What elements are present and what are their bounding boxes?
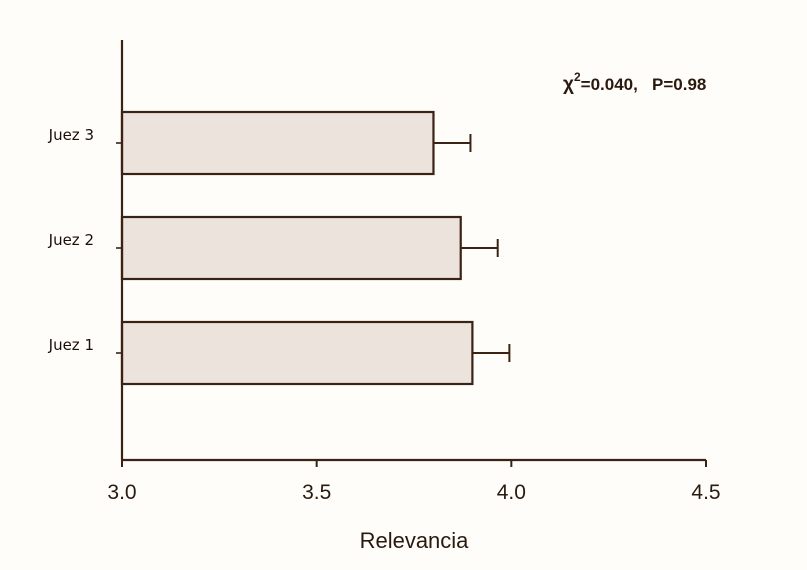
bar-juez-3 — [120, 110, 435, 176]
chi-symbol: χ — [563, 74, 574, 95]
x-tick-label-4.0: 4.0 — [497, 481, 526, 504]
x-tick-label-3.5: 3.5 — [302, 481, 331, 504]
error-bars-group — [433, 134, 511, 362]
chi-stat-text: =0.040, P=0.98 — [581, 75, 707, 94]
x-tick-label-4.5: 4.5 — [691, 481, 720, 504]
bars-group — [120, 110, 474, 386]
x-tick-label-3.0: 3.0 — [107, 481, 136, 504]
category-label-juez-3: Juez 3 — [48, 126, 94, 144]
chi-superscript: 2 — [574, 70, 581, 84]
bar-juez-1 — [120, 320, 474, 386]
axes-group — [116, 40, 707, 467]
x-axis-title: Relevancia — [360, 528, 470, 553]
labels-group: Juez 1 Juez 2 Juez 3 3.0 3.5 4.0 4.5 — [48, 126, 721, 504]
chi-square-annotation: χ2=0.040, P=0.98 — [563, 70, 706, 95]
category-label-juez-1: Juez 1 — [48, 336, 94, 354]
bar-juez-2 — [120, 215, 462, 281]
category-label-juez-2: Juez 2 — [48, 231, 94, 249]
